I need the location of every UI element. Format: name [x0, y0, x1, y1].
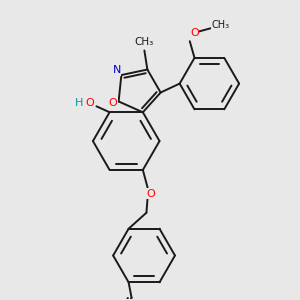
- Text: CH₃: CH₃: [135, 37, 154, 47]
- Text: CH₃: CH₃: [212, 20, 230, 30]
- Text: O: O: [108, 98, 117, 108]
- Text: O: O: [190, 28, 199, 38]
- Text: N: N: [112, 65, 121, 75]
- Text: O: O: [85, 98, 94, 108]
- Text: H: H: [75, 98, 83, 108]
- Text: O: O: [147, 189, 156, 199]
